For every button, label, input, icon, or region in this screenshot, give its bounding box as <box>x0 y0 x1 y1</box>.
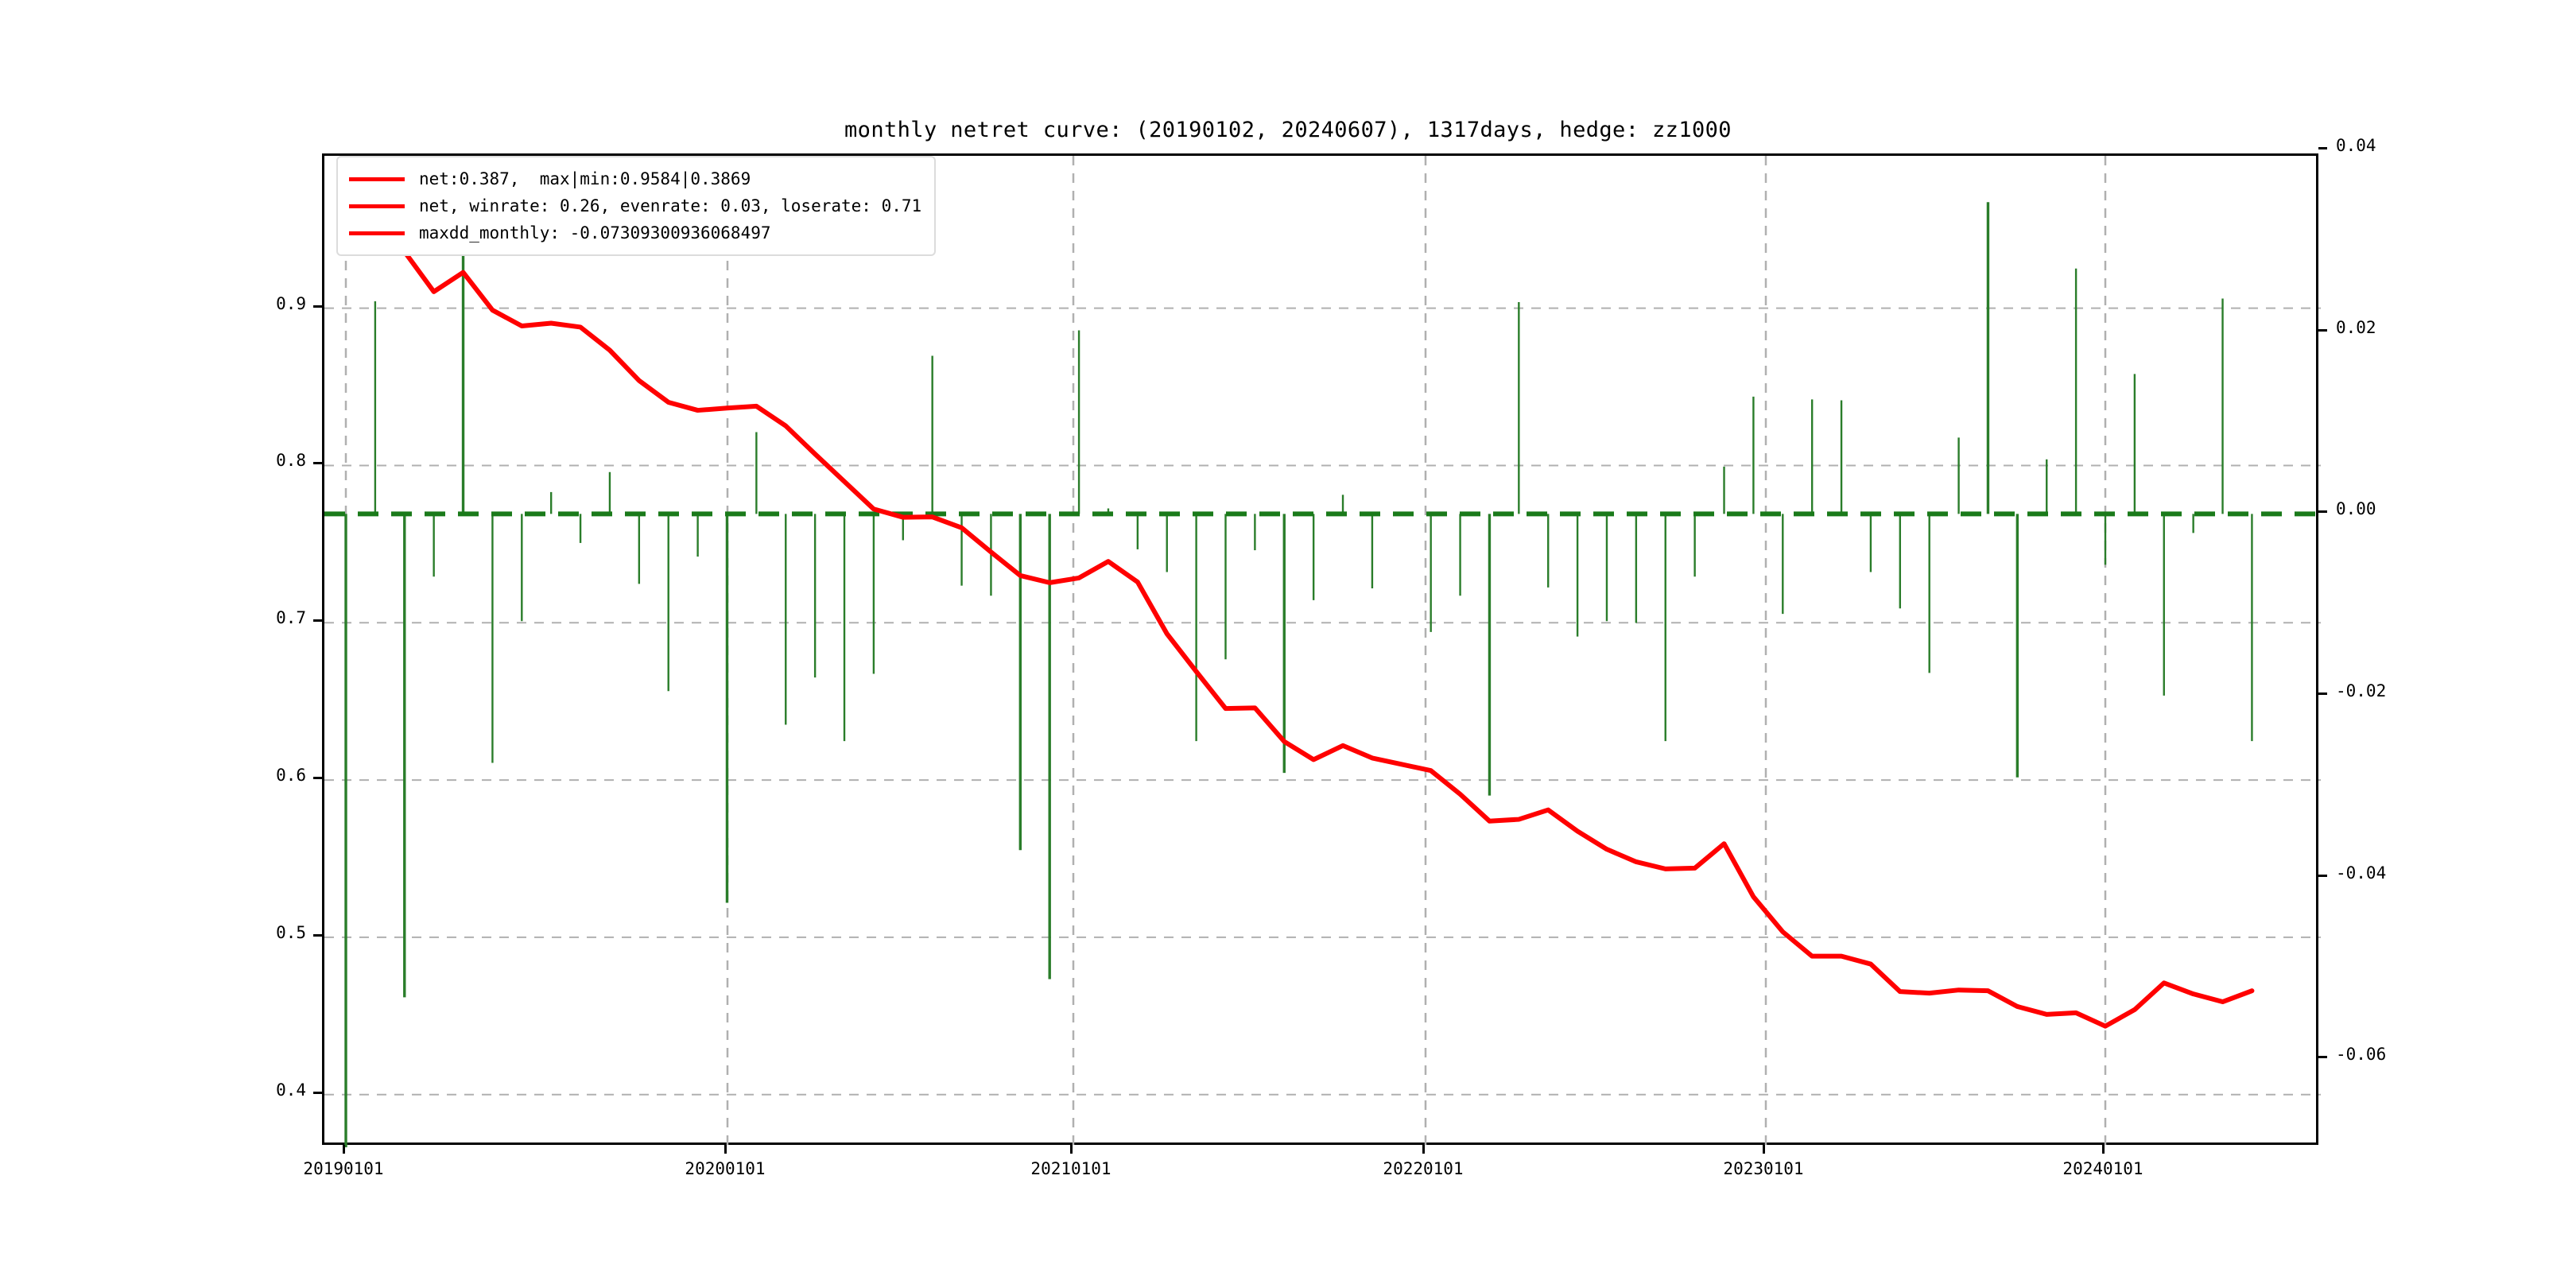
legend-label: net:0.387, max|min:0.9584|0.3869 <box>419 169 751 188</box>
x-axis-tick-label: 20210101 <box>1030 1159 1111 1178</box>
y-axis-left-tick-mark <box>313 619 322 623</box>
x-axis-tick-label: 20220101 <box>1383 1159 1464 1178</box>
y-axis-left-tick-mark <box>313 1091 322 1094</box>
legend-line-swatch-icon <box>349 204 405 208</box>
x-axis-tick-label: 20200101 <box>685 1159 766 1178</box>
y-axis-right-tick-mark <box>2318 328 2327 332</box>
y-axis-right-tick-mark <box>2318 874 2327 877</box>
y-axis-left-tick-label: 0.6 <box>276 766 306 786</box>
y-axis-left-tick-mark <box>313 462 322 465</box>
net-curve-line <box>343 214 2255 1029</box>
y-axis-right-tick-label: -0.04 <box>2336 863 2387 883</box>
y-axis-right-tick-mark <box>2318 1056 2327 1059</box>
x-axis-tick-label: 20230101 <box>1723 1159 1804 1178</box>
legend-line-swatch-icon <box>349 231 405 235</box>
legend-label: net, winrate: 0.26, evenrate: 0.03, lose… <box>419 196 922 215</box>
y-axis-right-tick-label: 0.00 <box>2336 499 2376 519</box>
y-axis-right-tick-label: 0.04 <box>2336 136 2376 156</box>
x-axis-tick-mark <box>1422 1145 1425 1154</box>
y-axis-right-tick-mark <box>2318 692 2327 695</box>
x-axis-tick-mark <box>724 1145 727 1154</box>
y-axis-left-tick-mark <box>313 933 322 937</box>
x-axis-tick-label: 20240101 <box>2062 1159 2143 1178</box>
y-axis-right-tick-label: -0.06 <box>2336 1045 2387 1065</box>
legend-item-net-summary: net:0.387, max|min:0.9584|0.3869 <box>349 165 921 192</box>
y-axis-left-tick-label: 0.4 <box>276 1080 306 1100</box>
plot-canvas <box>324 156 2321 1147</box>
y-axis-right-tick-mark <box>2318 147 2327 150</box>
y-axis-right-tick-mark <box>2318 510 2327 514</box>
legend-line-swatch-icon <box>349 177 405 181</box>
monthly-return-bars <box>344 202 2253 1147</box>
x-axis-tick-mark <box>343 1145 345 1154</box>
y-axis-right-tick-label: -0.02 <box>2336 681 2387 700</box>
page-title: monthly netret curve: (20190102, 2024060… <box>844 118 1732 142</box>
x-axis-tick-label: 20190101 <box>303 1159 384 1178</box>
y-axis-left-tick-label: 0.5 <box>276 922 306 942</box>
y-axis-left-tick-label: 0.7 <box>276 608 306 628</box>
grid-layer <box>324 156 2321 1147</box>
y-axis-left-tick-label: 0.8 <box>276 451 306 471</box>
x-axis-tick-mark <box>2102 1145 2105 1154</box>
legend-item-maxdd: maxdd_monthly: -0.07309300936068497 <box>349 219 921 246</box>
y-axis-left-tick-mark <box>313 777 322 780</box>
legend-item-net-rates: net, winrate: 0.26, evenrate: 0.03, lose… <box>349 192 921 219</box>
x-axis-tick-mark <box>1070 1145 1073 1154</box>
y-axis-left-tick-mark <box>313 305 322 308</box>
legend-box: net:0.387, max|min:0.9584|0.3869 net, wi… <box>336 156 937 256</box>
y-axis-left-tick-label: 0.9 <box>276 293 306 313</box>
y-axis-right-tick-label: 0.02 <box>2336 317 2376 337</box>
plot-area <box>322 153 2321 1147</box>
x-axis-tick-mark <box>1763 1145 1765 1154</box>
legend-label: maxdd_monthly: -0.07309300936068497 <box>419 223 771 242</box>
